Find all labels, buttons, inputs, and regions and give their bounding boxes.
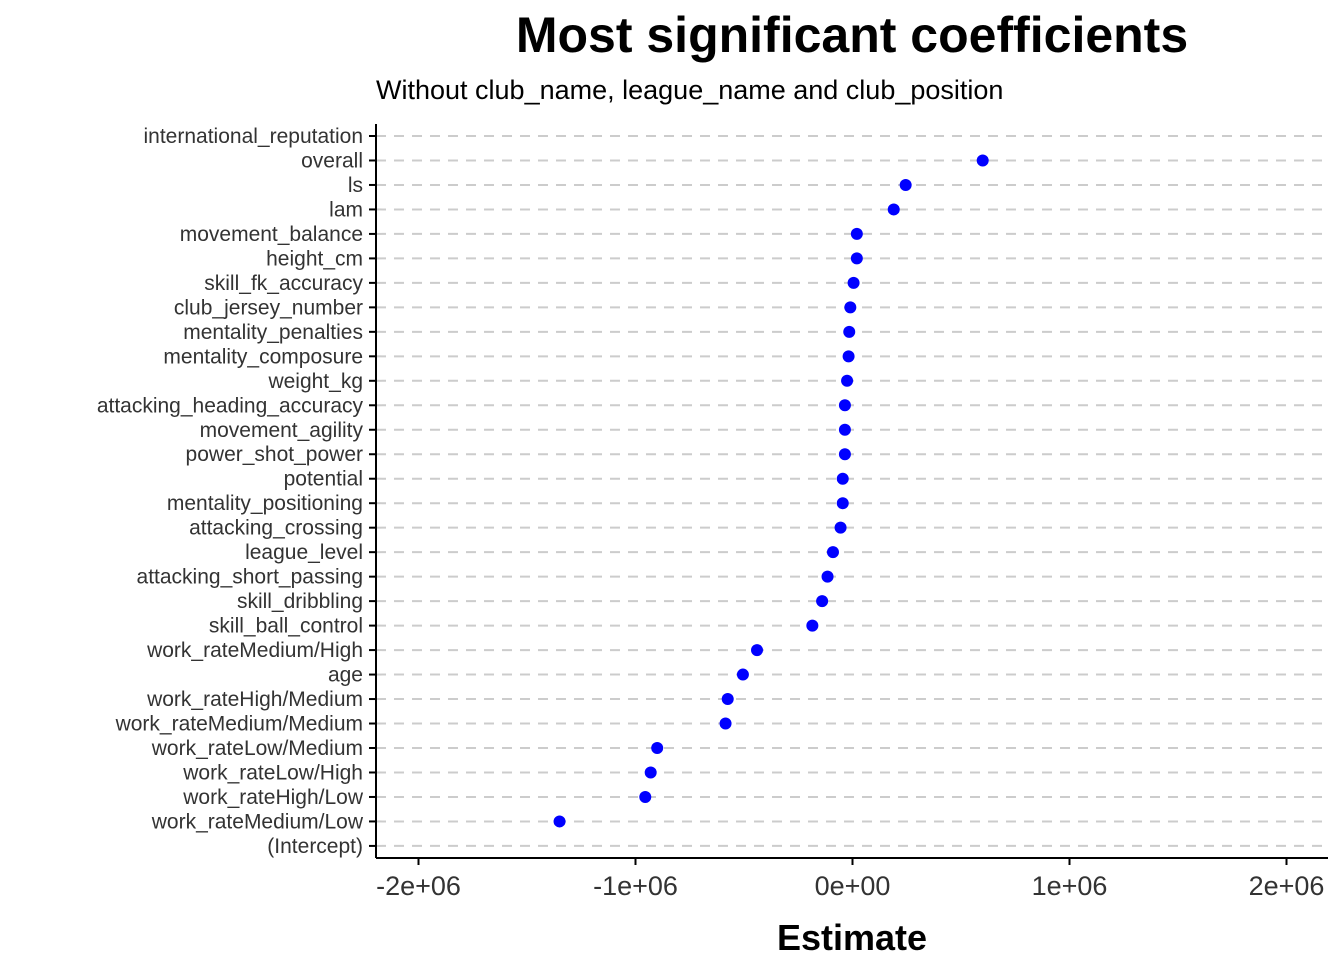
chart-subtitle: Without club_name, league_name and club_… [376,75,1003,105]
x-tick-label: 1e+06 [1032,871,1108,901]
category-label: league_level [245,541,363,564]
data-point [847,276,860,289]
category-labels: international_reputationoveralllslammove… [97,125,364,858]
data-point [976,154,989,167]
category-label: (Intercept) [267,835,363,858]
category-label: movement_agility [200,419,364,442]
data-point [834,521,847,534]
data-point [651,742,664,754]
x-tick-label: 0e+00 [815,871,891,901]
data-point [639,790,652,803]
x-axis-ticks: -2e+06 -1e+06 0e+00 1e+06 2e+06 [369,135,1325,901]
data-point [887,203,900,216]
data-point [806,619,819,632]
data-point [644,766,657,779]
category-label: weight_kg [267,370,363,393]
category-label: power_shot_power [186,443,363,466]
data-point [850,252,863,265]
data-point [751,644,764,657]
category-label: ls [348,174,363,197]
category-label: work_rateHigh/Medium [146,688,363,711]
data-point [836,472,849,485]
category-label: lam [329,198,363,221]
category-label: mentality_positioning [167,492,363,515]
chart-title: Most significant coefficients [516,7,1188,63]
category-label: overall [301,149,363,172]
data-point [736,668,749,681]
category-label: work_rateMedium/High [146,639,363,662]
category-label: mentality_composure [163,345,363,368]
data-point [838,423,851,436]
category-label: work_rateLow/Medium [151,737,363,760]
category-label: attacking_crossing [189,517,363,540]
data-point [826,546,839,559]
data-point [553,815,566,828]
category-label: work_rateLow/High [182,761,363,784]
x-axis-title: Estimate [777,917,927,958]
data-point [850,227,863,240]
category-label: work_rateHigh/Low [182,786,364,809]
category-label: skill_dribbling [237,590,363,613]
data-point [721,693,734,706]
category-label: skill_fk_accuracy [204,272,363,295]
data-point [821,570,834,583]
category-label: potential [284,468,363,491]
category-label: movement_balance [180,223,363,246]
category-label: work_rateMedium/Low [151,810,364,833]
data-point [842,350,855,363]
data-point [844,301,857,314]
x-tick-label: -2e+06 [376,871,461,901]
data-points [553,154,989,828]
data-point [719,717,732,730]
category-label: attacking_heading_accuracy [97,394,364,417]
category-label: work_rateMedium/Medium [115,713,363,736]
category-label: club_jersey_number [174,296,363,319]
category-label: skill_ball_control [209,615,363,638]
data-point [816,595,829,608]
data-point [843,325,856,338]
x-tick-label: -1e+06 [593,871,678,901]
data-point [836,497,849,510]
data-point [838,448,851,461]
x-tick-label: 2e+06 [1249,871,1325,901]
data-point [841,374,854,387]
category-label: height_cm [266,247,363,270]
category-label: mentality_penalties [183,321,363,344]
category-label: age [328,664,363,687]
data-point [899,178,912,191]
data-point [838,399,851,412]
category-label: international_reputation [144,125,364,148]
category-label: attacking_short_passing [137,566,363,589]
gridlines [376,135,1328,847]
